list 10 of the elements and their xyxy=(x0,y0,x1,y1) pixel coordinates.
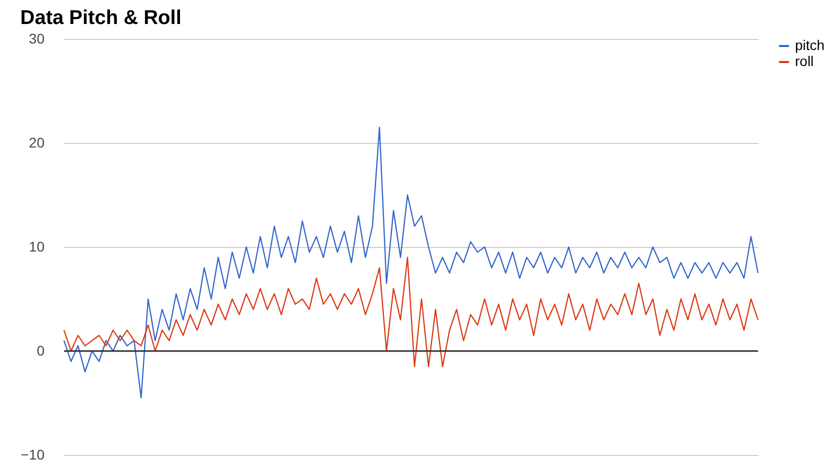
y-tick-label: 10 xyxy=(28,238,45,254)
line-series xyxy=(63,256,759,368)
chart-title: Data Pitch & Roll xyxy=(20,7,182,29)
line-series xyxy=(63,126,759,398)
y-tick-label: 0 xyxy=(36,342,45,358)
y-tick-label: 20 xyxy=(28,134,45,150)
y-tick-label: 30 xyxy=(28,30,45,46)
legend-label: roll xyxy=(795,53,814,69)
y-tick-label: −10 xyxy=(20,446,45,462)
legend-label: pitch xyxy=(795,37,825,53)
